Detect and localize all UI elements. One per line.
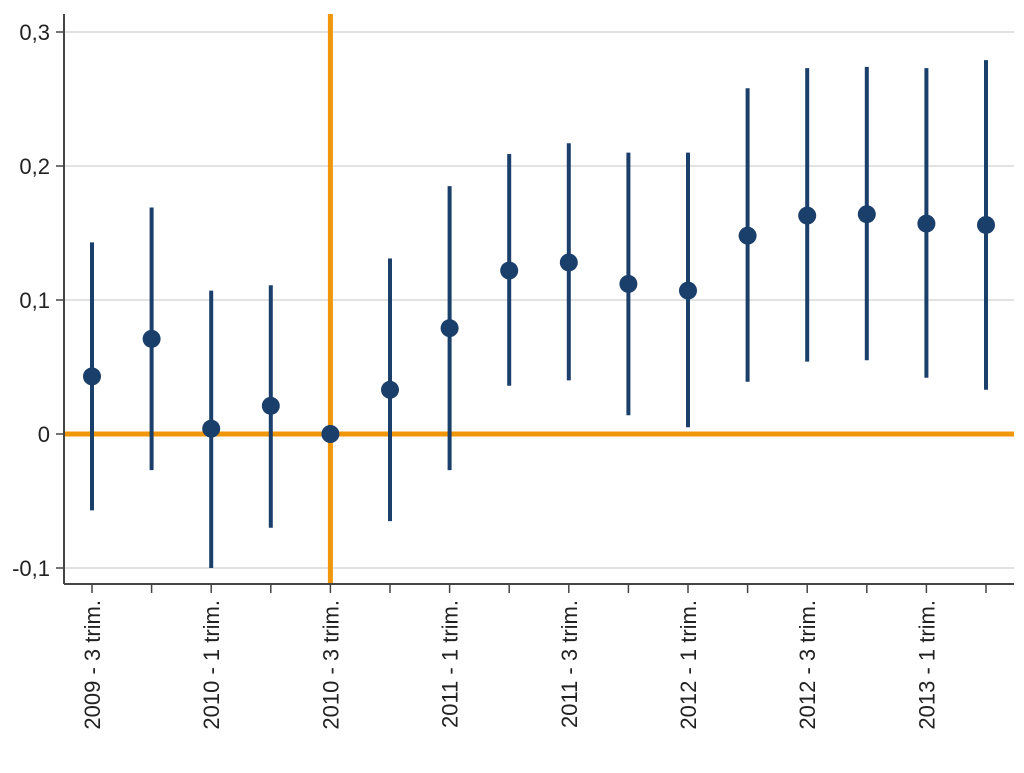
- x-tick-label: 2012 - 3 trim.: [795, 600, 820, 730]
- x-tick-label: 2013 - 1 trim.: [914, 600, 939, 730]
- axes: [63, 14, 1014, 585]
- data-point: [202, 419, 221, 438]
- x-tick-label: 2011 - 3 trim.: [557, 600, 582, 728]
- data-point: [679, 281, 697, 300]
- x-tick-label: 2010 - 3 trim.: [318, 600, 343, 730]
- data-point: [83, 367, 101, 386]
- reference-lines: [64, 14, 1014, 584]
- y-tick-label: -0,1: [12, 556, 50, 581]
- x-tick-label: 2009 - 3 trim.: [80, 600, 105, 730]
- x-tick-label: 2010 - 1 trim.: [199, 600, 224, 730]
- data-point: [738, 226, 757, 245]
- y-tick-label: 0,1: [19, 288, 50, 313]
- data-point: [559, 253, 578, 272]
- data-point: [977, 215, 995, 234]
- x-ticks: 2009 - 3 trim. 2010 - 1 trim. 2010 - 3 tri…: [80, 584, 987, 730]
- y-tick-label: 0: [38, 422, 50, 447]
- data-point: [500, 261, 519, 280]
- data-point: [261, 396, 280, 415]
- y-tick-label: 0,3: [19, 20, 50, 45]
- point-estimates: [83, 205, 995, 443]
- data-point: [917, 214, 936, 233]
- data-point: [619, 274, 638, 293]
- gridlines: [64, 31, 1014, 569]
- y-ticks: -0,1 0 0,1 0,2 0,3: [12, 20, 64, 581]
- data-point: [798, 206, 817, 225]
- confidence-intervals: [90, 60, 988, 568]
- x-tick-label: 2012 - 1 trim.: [676, 600, 701, 730]
- data-point: [857, 205, 876, 224]
- data-point: [440, 319, 459, 338]
- data-point: [142, 329, 161, 348]
- data-point: [381, 380, 399, 399]
- y-tick-label: 0,2: [19, 154, 50, 179]
- data-point: [321, 425, 340, 443]
- x-tick-label: 2011 - 1 trim.: [438, 600, 463, 728]
